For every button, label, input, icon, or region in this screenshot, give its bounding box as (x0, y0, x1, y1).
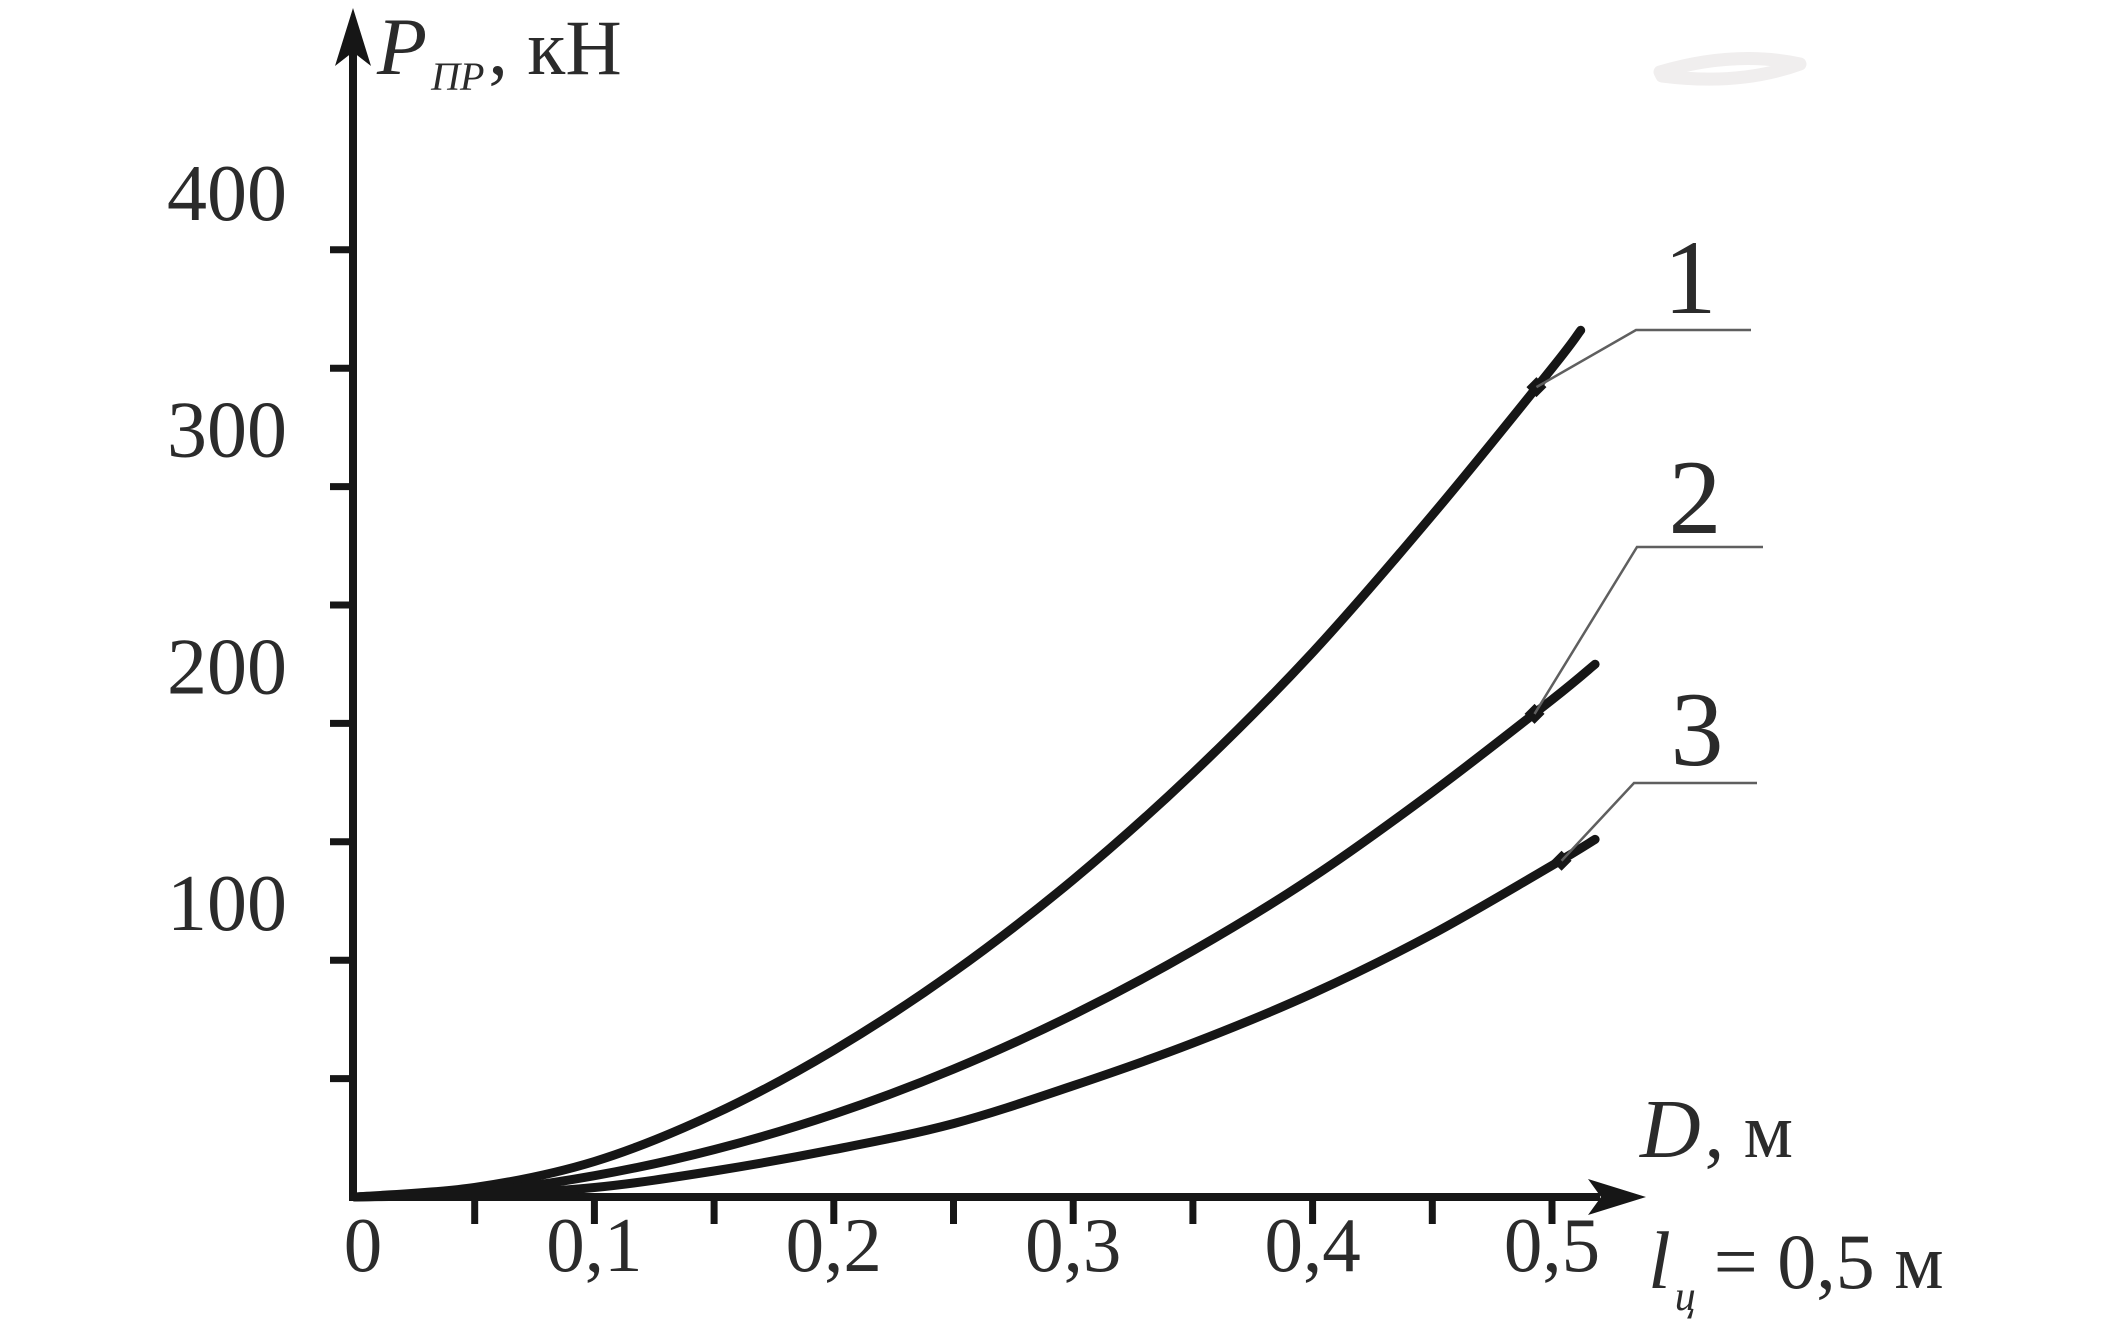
note-value: = 0,5 м (1714, 1218, 1944, 1305)
x-axis: 0 0,1 0,2 0,3 0,4 0,5 (344, 1179, 1646, 1288)
y-tick-label: 300 (167, 387, 287, 475)
y-axis-arrow-icon (335, 8, 371, 66)
curve-1 (350, 325, 1586, 1202)
curve-markers (1524, 377, 1572, 871)
curve-2 (350, 659, 1600, 1202)
curve-3-leader (1560, 781, 1757, 862)
curves (350, 325, 1600, 1202)
x-tick-label: 0,4 (1264, 1202, 1360, 1288)
y-tick-label: 100 (167, 860, 287, 948)
x-tick-label: 0 (344, 1202, 383, 1288)
curve-1-leader (1535, 328, 1751, 389)
curve-3 (350, 834, 1600, 1202)
y-axis-title-symbol: P (376, 1, 427, 92)
y-axis-title: P ПР , кН (376, 1, 622, 99)
leader-lines (1533, 328, 1763, 862)
x-tick-label: 0,2 (786, 1202, 882, 1288)
curve-2-leader (1533, 545, 1763, 715)
note-subscript: ц (1675, 1274, 1696, 1320)
x-axis-title-symbol: D (1639, 1083, 1701, 1176)
x-axis-title-units: , м (1705, 1087, 1793, 1174)
y-tick-label: 200 (167, 623, 287, 711)
y-axis-title-units: , кН (488, 4, 621, 91)
note-annotation: l ц = 0,5 м (1648, 1215, 1944, 1320)
curve-3-label: 3 (1671, 671, 1724, 788)
y-axis: 100 200 300 400 (167, 8, 371, 1201)
curve-1-label: 1 (1664, 219, 1717, 336)
x-ticks (471, 1199, 1556, 1224)
y-tick-labels: 100 200 300 400 (167, 150, 287, 948)
x-tick-label: 0,1 (546, 1202, 642, 1288)
x-tick-label: 0,3 (1025, 1202, 1121, 1288)
x-tick-label: 0,5 (1504, 1202, 1600, 1288)
series-labels: 1 2 3 (1664, 219, 1724, 788)
note-symbol: l (1648, 1215, 1671, 1306)
scan-artifact (1653, 52, 1807, 86)
x-axis-title: D , м (1639, 1083, 1793, 1176)
y-tick-label: 400 (167, 150, 287, 238)
x-axis-arrow-icon (1588, 1179, 1646, 1215)
y-ticks (330, 246, 352, 1083)
x-tick-labels: 0 0,1 0,2 0,3 0,4 0,5 (344, 1202, 1600, 1288)
curve-2-label: 2 (1669, 439, 1722, 556)
y-axis-title-subscript: ПР (430, 54, 484, 99)
